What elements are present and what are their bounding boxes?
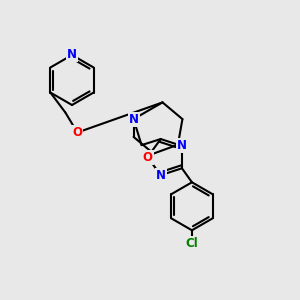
Text: O: O [142,151,153,164]
Text: N: N [156,169,166,182]
Text: N: N [129,112,139,126]
Text: N: N [67,49,77,62]
Text: O: O [72,126,82,139]
Text: Cl: Cl [186,237,198,250]
Text: N: N [177,140,187,152]
